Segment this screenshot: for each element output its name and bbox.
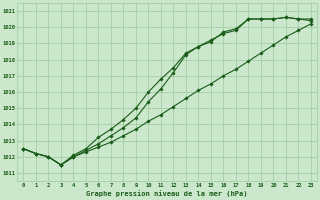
X-axis label: Graphe pression niveau de la mer (hPa): Graphe pression niveau de la mer (hPa) [86, 190, 248, 197]
